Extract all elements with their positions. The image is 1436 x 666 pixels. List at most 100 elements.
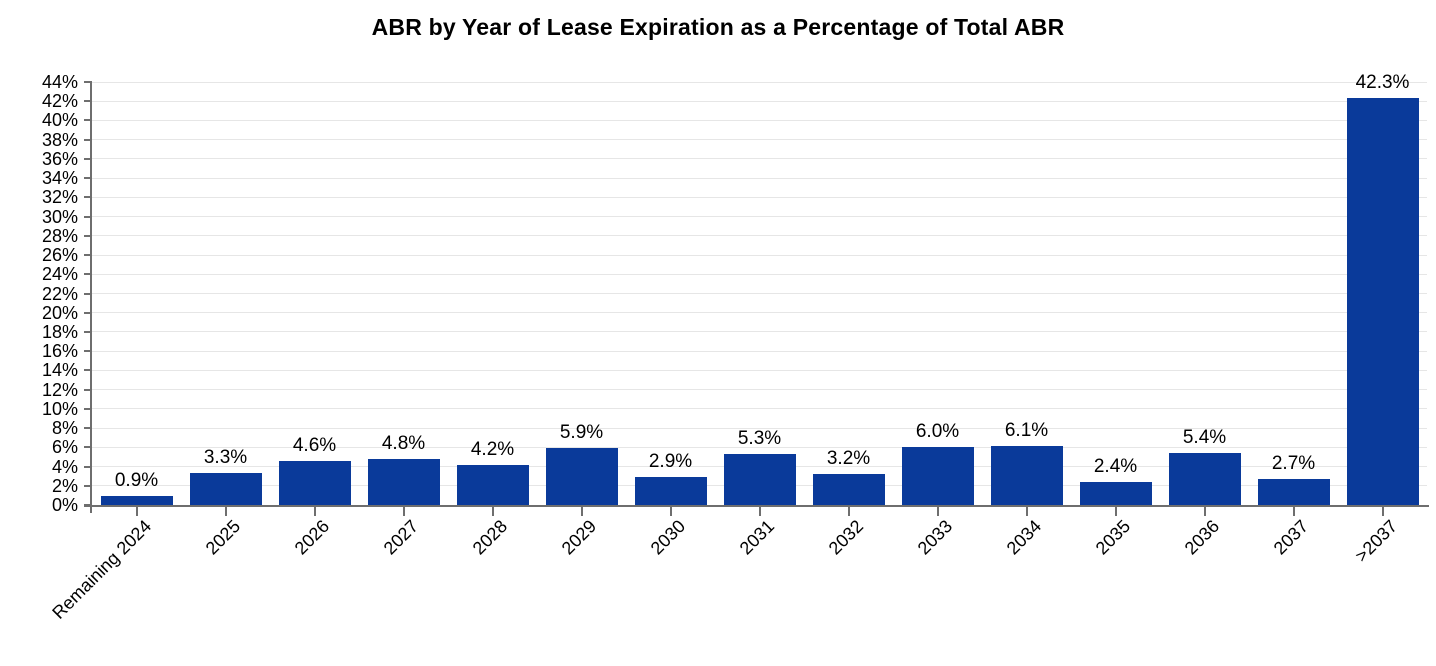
gridline xyxy=(92,312,1427,314)
bar-value-label: 2.7% xyxy=(1271,453,1316,475)
bar-value-label: 5.9% xyxy=(559,422,604,444)
bar xyxy=(367,458,440,505)
x-axis-tick xyxy=(1381,506,1384,516)
x-axis-tick xyxy=(491,506,494,516)
y-axis-tick-label: 28% xyxy=(41,225,78,246)
y-axis-tick-label: 44% xyxy=(41,72,78,92)
y-axis-tick xyxy=(84,254,92,257)
y-axis-tick xyxy=(84,311,92,314)
bar xyxy=(100,496,173,505)
y-axis-line xyxy=(90,82,92,513)
y-axis-tick xyxy=(84,196,92,199)
gridline xyxy=(92,427,1427,429)
y-axis-tick xyxy=(84,81,92,83)
x-axis-tick xyxy=(135,506,138,516)
gridline xyxy=(92,293,1427,294)
y-axis-tick xyxy=(84,446,92,449)
y-axis-tick xyxy=(84,177,92,180)
y-axis-tick xyxy=(84,100,92,103)
gridline xyxy=(92,216,1427,218)
x-axis-tick xyxy=(313,506,316,516)
y-axis-tick-label: 36% xyxy=(41,148,78,169)
x-axis-tick xyxy=(402,506,405,516)
x-axis-tick xyxy=(580,506,583,516)
gridline xyxy=(92,273,1427,275)
y-axis-tick xyxy=(84,215,92,218)
bar-value-label: 2.4% xyxy=(1093,455,1138,477)
y-axis-tick-label: 12% xyxy=(41,379,78,400)
bar xyxy=(901,447,974,505)
bar xyxy=(456,464,529,505)
gridline xyxy=(92,100,1427,102)
y-axis-tick-label: 20% xyxy=(41,302,78,323)
y-axis-tick-label: 40% xyxy=(41,110,78,131)
y-axis-tick-label: 4% xyxy=(51,456,78,477)
bar xyxy=(1346,98,1419,505)
bar-value-label: 0.9% xyxy=(114,470,159,492)
y-axis-tick-label: 32% xyxy=(41,187,78,208)
y-axis-tick xyxy=(84,330,92,333)
y-axis-tick-label: 26% xyxy=(41,245,78,266)
bar xyxy=(1168,453,1241,505)
y-axis-tick xyxy=(84,369,92,372)
y-axis-tick-label: 38% xyxy=(41,129,78,150)
gridline xyxy=(92,139,1427,141)
gridline xyxy=(92,158,1427,160)
y-axis-tick-label: 8% xyxy=(51,418,78,439)
gridline xyxy=(92,81,1427,83)
x-axis-label: Remaining 2024 xyxy=(47,516,155,623)
y-axis-tick-label: 2% xyxy=(51,475,78,496)
gridline xyxy=(92,369,1427,371)
y-axis-tick xyxy=(84,484,92,487)
x-axis-tick xyxy=(669,506,672,516)
y-axis-tick xyxy=(84,350,92,353)
y-axis-tick xyxy=(84,465,92,468)
bar-value-label: 2.9% xyxy=(648,451,693,473)
gridline xyxy=(92,254,1427,256)
y-axis-tick-label: 6% xyxy=(51,437,78,458)
y-axis-tick xyxy=(84,138,92,141)
x-axis-tick xyxy=(1114,506,1117,516)
bar-value-label: 4.8% xyxy=(381,432,426,454)
y-axis-tick-label: 24% xyxy=(41,264,78,285)
x-axis-tick xyxy=(758,506,761,516)
x-axis-label: >2037 xyxy=(1350,516,1401,566)
bar xyxy=(990,446,1063,505)
x-axis-tick xyxy=(1025,506,1028,516)
bar xyxy=(189,473,262,505)
y-axis-tick-label: 16% xyxy=(41,341,78,362)
x-axis-tick xyxy=(224,506,227,516)
chart-title: ABR by Year of Lease Expiration as a Per… xyxy=(371,14,1065,40)
y-axis-tick-label: 34% xyxy=(41,168,78,189)
bar-value-label: 6.1% xyxy=(1004,420,1049,442)
y-axis-tick-label: 22% xyxy=(41,283,78,304)
bar-value-label: 42.3% xyxy=(1355,72,1410,94)
bar xyxy=(1257,479,1330,505)
y-axis-tick xyxy=(84,427,92,430)
bar xyxy=(1079,481,1152,505)
y-axis-tick-label: 18% xyxy=(41,321,78,342)
y-axis-tick-label: 30% xyxy=(41,206,78,227)
bar-value-label: 3.2% xyxy=(826,448,871,470)
y-axis-tick xyxy=(84,504,92,506)
y-axis-tick xyxy=(84,388,92,391)
bar xyxy=(278,460,351,505)
gridline xyxy=(92,408,1427,410)
bar-value-label: 4.2% xyxy=(470,438,515,460)
x-axis-tick xyxy=(1292,506,1295,516)
bar xyxy=(723,454,796,505)
y-axis-tick-label: 42% xyxy=(41,91,78,112)
bar-value-label: 3.3% xyxy=(203,447,248,469)
y-axis-tick xyxy=(84,273,92,276)
bar xyxy=(545,448,618,505)
bar-value-label: 6.0% xyxy=(915,421,960,443)
x-axis-tick xyxy=(936,506,939,516)
gridline xyxy=(92,350,1427,352)
gridline xyxy=(92,331,1427,333)
y-axis-tick-label: 10% xyxy=(41,398,78,419)
y-axis-tick xyxy=(84,119,92,122)
gridline xyxy=(92,196,1427,198)
bar xyxy=(812,474,885,505)
y-axis-tick xyxy=(84,292,92,295)
